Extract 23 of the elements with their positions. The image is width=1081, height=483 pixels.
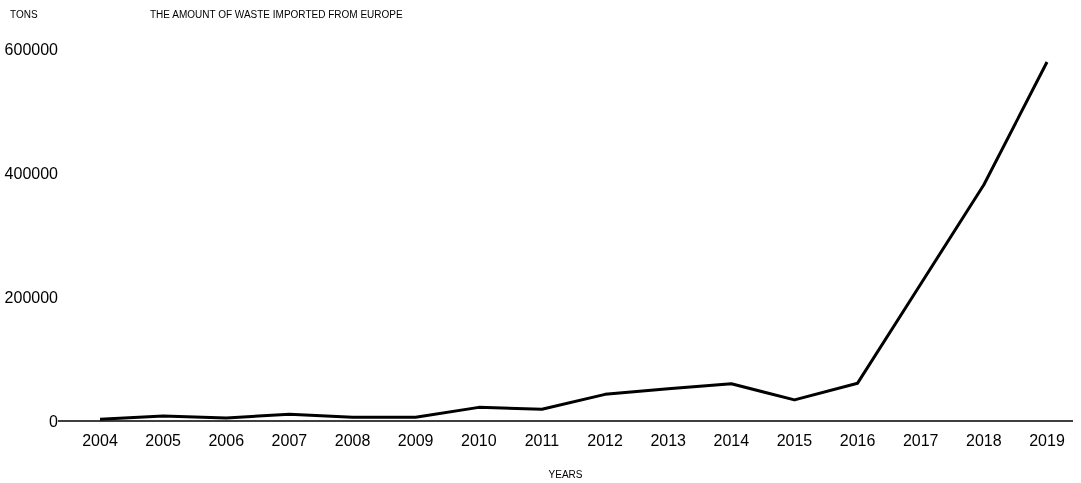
y-tick-label: 400000 xyxy=(4,164,59,182)
x-tick-label: 2006 xyxy=(208,432,245,449)
x-tick-label: 2011 xyxy=(524,432,560,449)
x-tick-label: 2014 xyxy=(713,432,750,449)
x-tick-label: 2012 xyxy=(587,432,623,449)
x-tick-label: 2005 xyxy=(145,432,182,449)
x-tick-label: 2018 xyxy=(966,432,1002,449)
y-tick-label: 200000 xyxy=(4,288,59,306)
x-tick-label: 2019 xyxy=(1029,432,1065,449)
y-axis-title: TONS xyxy=(10,9,38,20)
x-tick-label: 2008 xyxy=(334,432,371,449)
x-tick-label: 2016 xyxy=(839,432,876,449)
x-axis-title: YEARS xyxy=(548,469,583,480)
x-tick-label: 2017 xyxy=(902,432,939,449)
x-tick-label: 2009 xyxy=(397,432,434,449)
chart-title: THE AMOUNT OF WASTE IMPORTED FROM EUROPE xyxy=(150,9,403,20)
x-tick-label: 2013 xyxy=(650,432,687,449)
y-tick-label: 600000 xyxy=(4,40,59,58)
y-tick-label: 0 xyxy=(49,412,59,430)
x-tick-label: 2007 xyxy=(271,432,308,449)
x-tick-label: 2004 xyxy=(82,432,118,449)
x-tick-label: 2015 xyxy=(776,432,813,449)
x-tick-label: 2010 xyxy=(461,432,497,449)
